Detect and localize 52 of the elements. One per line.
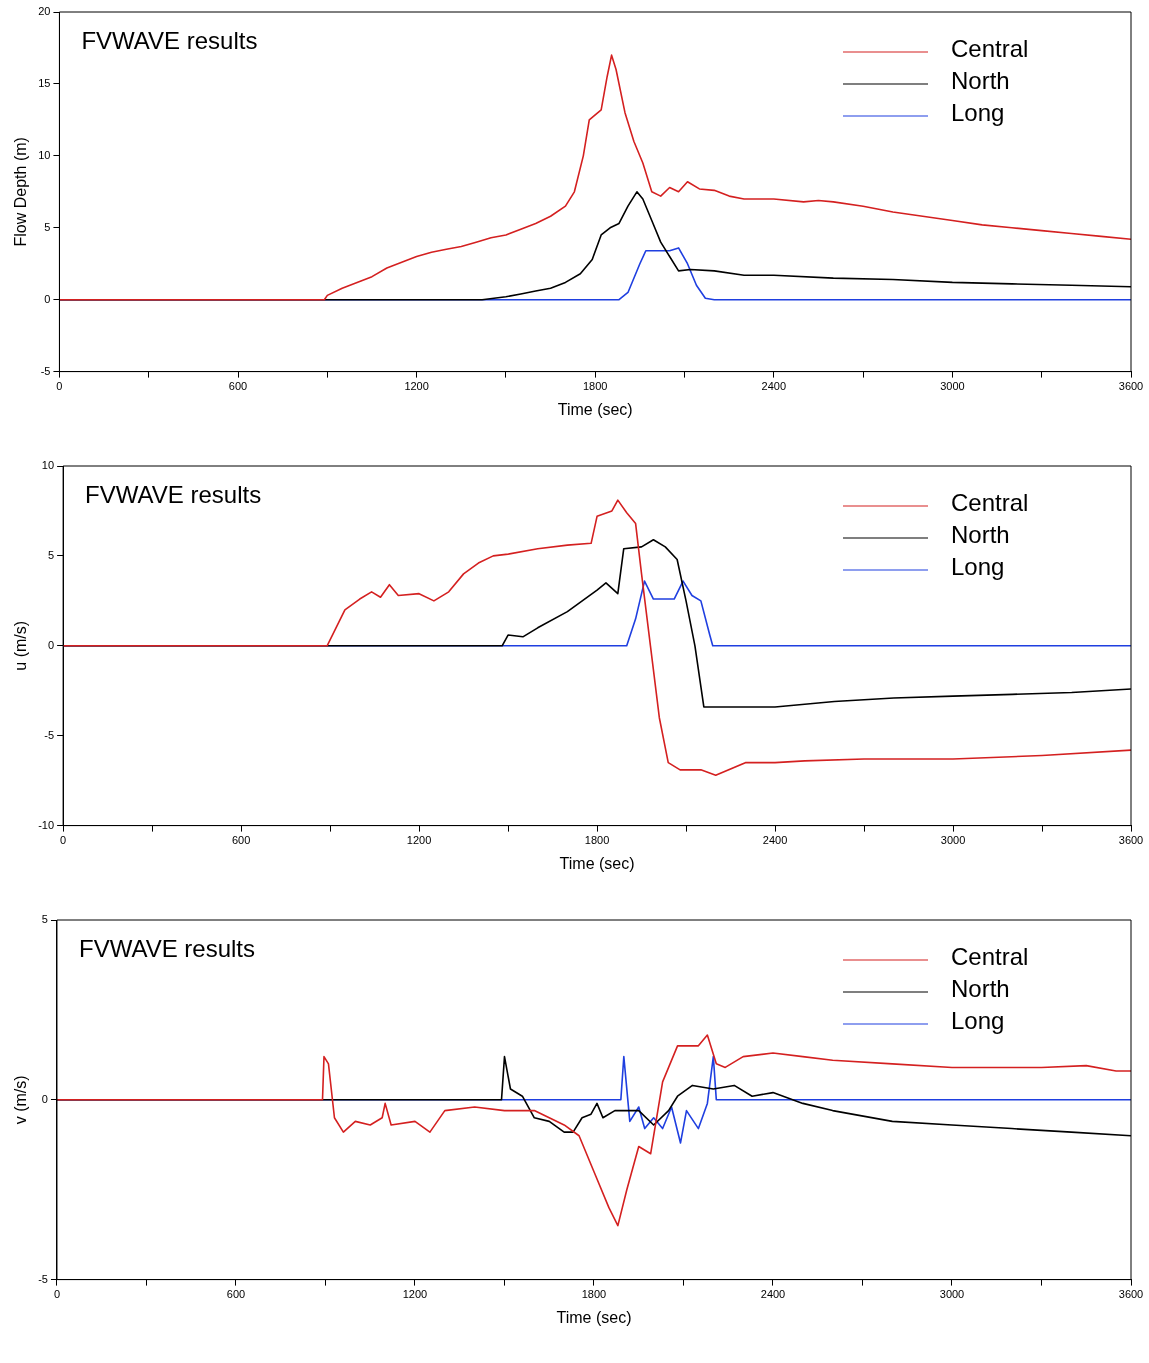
text: FVWAVE results bbox=[78, 934, 256, 962]
x-tick-label: 3000 bbox=[940, 834, 966, 847]
x-tick-label: 600 bbox=[231, 834, 251, 847]
legend-label: Long bbox=[951, 1006, 1005, 1034]
x-tick-label: 3600 bbox=[1118, 834, 1144, 847]
y-axis-title: Flow Depth (m) bbox=[12, 137, 30, 247]
legend-label: North bbox=[951, 66, 1010, 94]
x-tick-label: 1800 bbox=[582, 380, 608, 393]
y-tick-label: 10 bbox=[38, 148, 51, 161]
y-tick-label: -5 bbox=[40, 364, 51, 377]
x-axis-title: Time (sec) bbox=[559, 854, 635, 872]
y-tick-label: 10 bbox=[41, 459, 55, 472]
y-tick-label: -5 bbox=[38, 1272, 48, 1285]
x-tick-label: 3000 bbox=[940, 380, 965, 393]
y-tick-label: -5 bbox=[44, 728, 55, 741]
x-tick-label: 0 bbox=[56, 380, 63, 393]
legend-label: Long bbox=[951, 552, 1005, 580]
y-tick-label: 5 bbox=[41, 913, 48, 926]
text: FVWAVE results bbox=[81, 26, 258, 54]
legend-label: North bbox=[951, 974, 1010, 1002]
legend-label: North bbox=[951, 520, 1010, 548]
legend-label: Long bbox=[951, 98, 1005, 126]
x-tick-label: 1200 bbox=[404, 380, 429, 393]
x-tick-label: 3600 bbox=[1118, 1288, 1144, 1301]
y-tick-label: 0 bbox=[44, 292, 51, 305]
text: FVWAVE results bbox=[85, 480, 262, 508]
y-tick-label: 20 bbox=[38, 5, 51, 18]
y-tick-label: 5 bbox=[47, 548, 55, 561]
y-axis-title: v (m/s) bbox=[12, 1075, 30, 1125]
y-axis-title: u (m/s) bbox=[12, 620, 30, 671]
x-tick-label: 3600 bbox=[1118, 380, 1144, 393]
x-tick-label: 2400 bbox=[761, 380, 787, 393]
x-tick-label: 600 bbox=[228, 380, 248, 393]
x-axis-title: Time (sec) bbox=[556, 1308, 632, 1326]
x-tick-label: 2400 bbox=[760, 1288, 786, 1301]
y-tick-label: 0 bbox=[47, 638, 55, 651]
x-tick-label: 3000 bbox=[939, 1288, 965, 1301]
x-tick-label: 1800 bbox=[584, 834, 610, 847]
legend-label: Central bbox=[951, 942, 1029, 970]
x-tick-label: 0 bbox=[60, 834, 67, 847]
legend-label: Central bbox=[951, 34, 1029, 62]
y-tick-label: 15 bbox=[38, 76, 51, 89]
y-tick-label: -10 bbox=[38, 818, 55, 831]
y-tick-label: 5 bbox=[44, 220, 51, 233]
x-tick-label: 2400 bbox=[762, 834, 788, 847]
legend-label: Central bbox=[951, 488, 1029, 516]
x-tick-label: 1200 bbox=[406, 834, 432, 847]
x-tick-label: 600 bbox=[226, 1288, 246, 1301]
x-axis-title: Time (sec) bbox=[557, 400, 633, 418]
x-tick-label: 1200 bbox=[402, 1288, 428, 1301]
y-tick-label: 0 bbox=[41, 1092, 48, 1105]
x-tick-label: 1800 bbox=[581, 1288, 607, 1301]
